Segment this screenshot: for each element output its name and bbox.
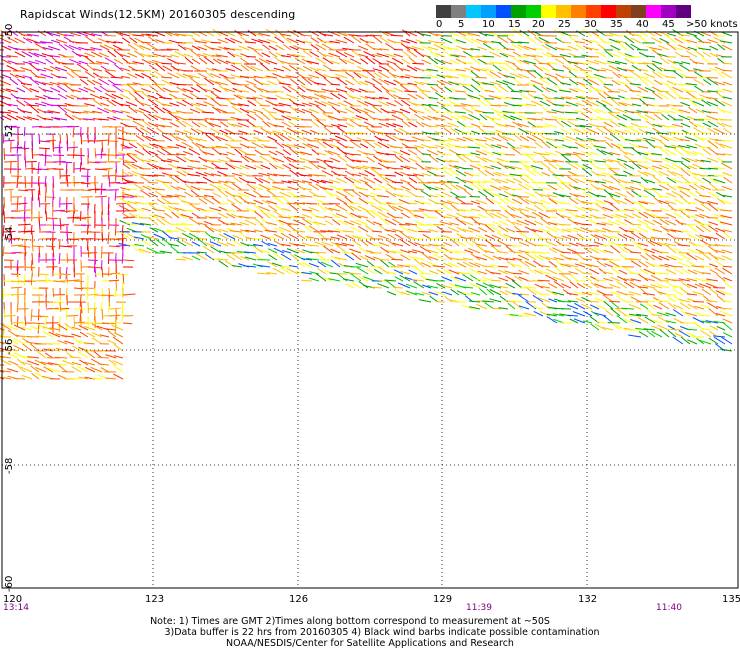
legend-swatch: [481, 5, 496, 18]
legend-label: 35: [610, 19, 623, 30]
legend-swatch: [556, 5, 571, 18]
legend-swatch: [616, 5, 631, 18]
legend-swatch: [571, 5, 586, 18]
legend-swatch: [541, 5, 556, 18]
legend-swatch: [511, 5, 526, 18]
legend-swatch: [496, 5, 511, 18]
legend-label: 40: [636, 19, 649, 30]
legend-swatch: [526, 5, 541, 18]
map-frame: [1, 31, 739, 589]
legend-color-bar: [436, 5, 691, 18]
time-label-3: 11:40: [656, 603, 682, 613]
map-gridlines: [2, 32, 738, 588]
lon-label-132: 132: [578, 594, 598, 605]
legend-label: 20: [532, 19, 545, 30]
lon-label-123: 123: [145, 594, 165, 605]
lat-label-52: -52: [4, 124, 15, 141]
lon-label-120: 120: [3, 594, 23, 605]
legend-labels: 0 5 10 15 20 25 30 35 40 45 >50 knots: [436, 18, 738, 32]
legend-label: 10: [482, 19, 495, 30]
time-label-1: 13:14: [3, 603, 29, 613]
legend-swatch: [601, 5, 616, 18]
lat-label-56: -56: [4, 338, 15, 355]
note-line-2: 3)Data buffer is 22 hrs from 20160305 4)…: [164, 627, 600, 638]
time-label-2: 11:39: [466, 603, 492, 613]
legend-label: >50 knots: [686, 19, 738, 30]
legend-swatch: [646, 5, 661, 18]
legend-label: 30: [584, 19, 597, 30]
legend-swatch: [451, 5, 466, 18]
legend-swatch: [676, 5, 691, 18]
legend-label: 15: [508, 19, 521, 30]
map-title: Rapidscat Winds(12.5KM) 20160305 descend…: [20, 8, 296, 21]
legend-label: 25: [558, 19, 571, 30]
lat-label-60: -60: [4, 575, 15, 592]
legend-swatch: [586, 5, 601, 18]
legend-swatch: [661, 5, 676, 18]
note-line-3: NOAA/NESDIS/Center for Satellite Applica…: [226, 638, 514, 649]
lat-label-54: -54: [4, 226, 15, 243]
legend-label: 5: [458, 19, 465, 30]
wind-barb-field: [0, 28, 733, 380]
legend-swatch: [436, 5, 451, 18]
legend-label: 45: [662, 19, 675, 30]
note-line-1: Note: 1) Times are GMT 2)Times along bot…: [150, 616, 550, 627]
lat-label-58: -58: [4, 457, 15, 474]
lon-label-129: 129: [433, 594, 453, 605]
lon-label-135: 135: [722, 594, 740, 605]
wind-speed-legend: 0 5 10 15 20 25 30 35 40 45 >50 knots: [436, 5, 738, 32]
lat-label-50: -50: [4, 23, 15, 40]
legend-swatch: [631, 5, 646, 18]
legend-label: 0: [436, 19, 443, 30]
legend-swatch: [466, 5, 481, 18]
lon-label-126: 126: [289, 594, 309, 605]
